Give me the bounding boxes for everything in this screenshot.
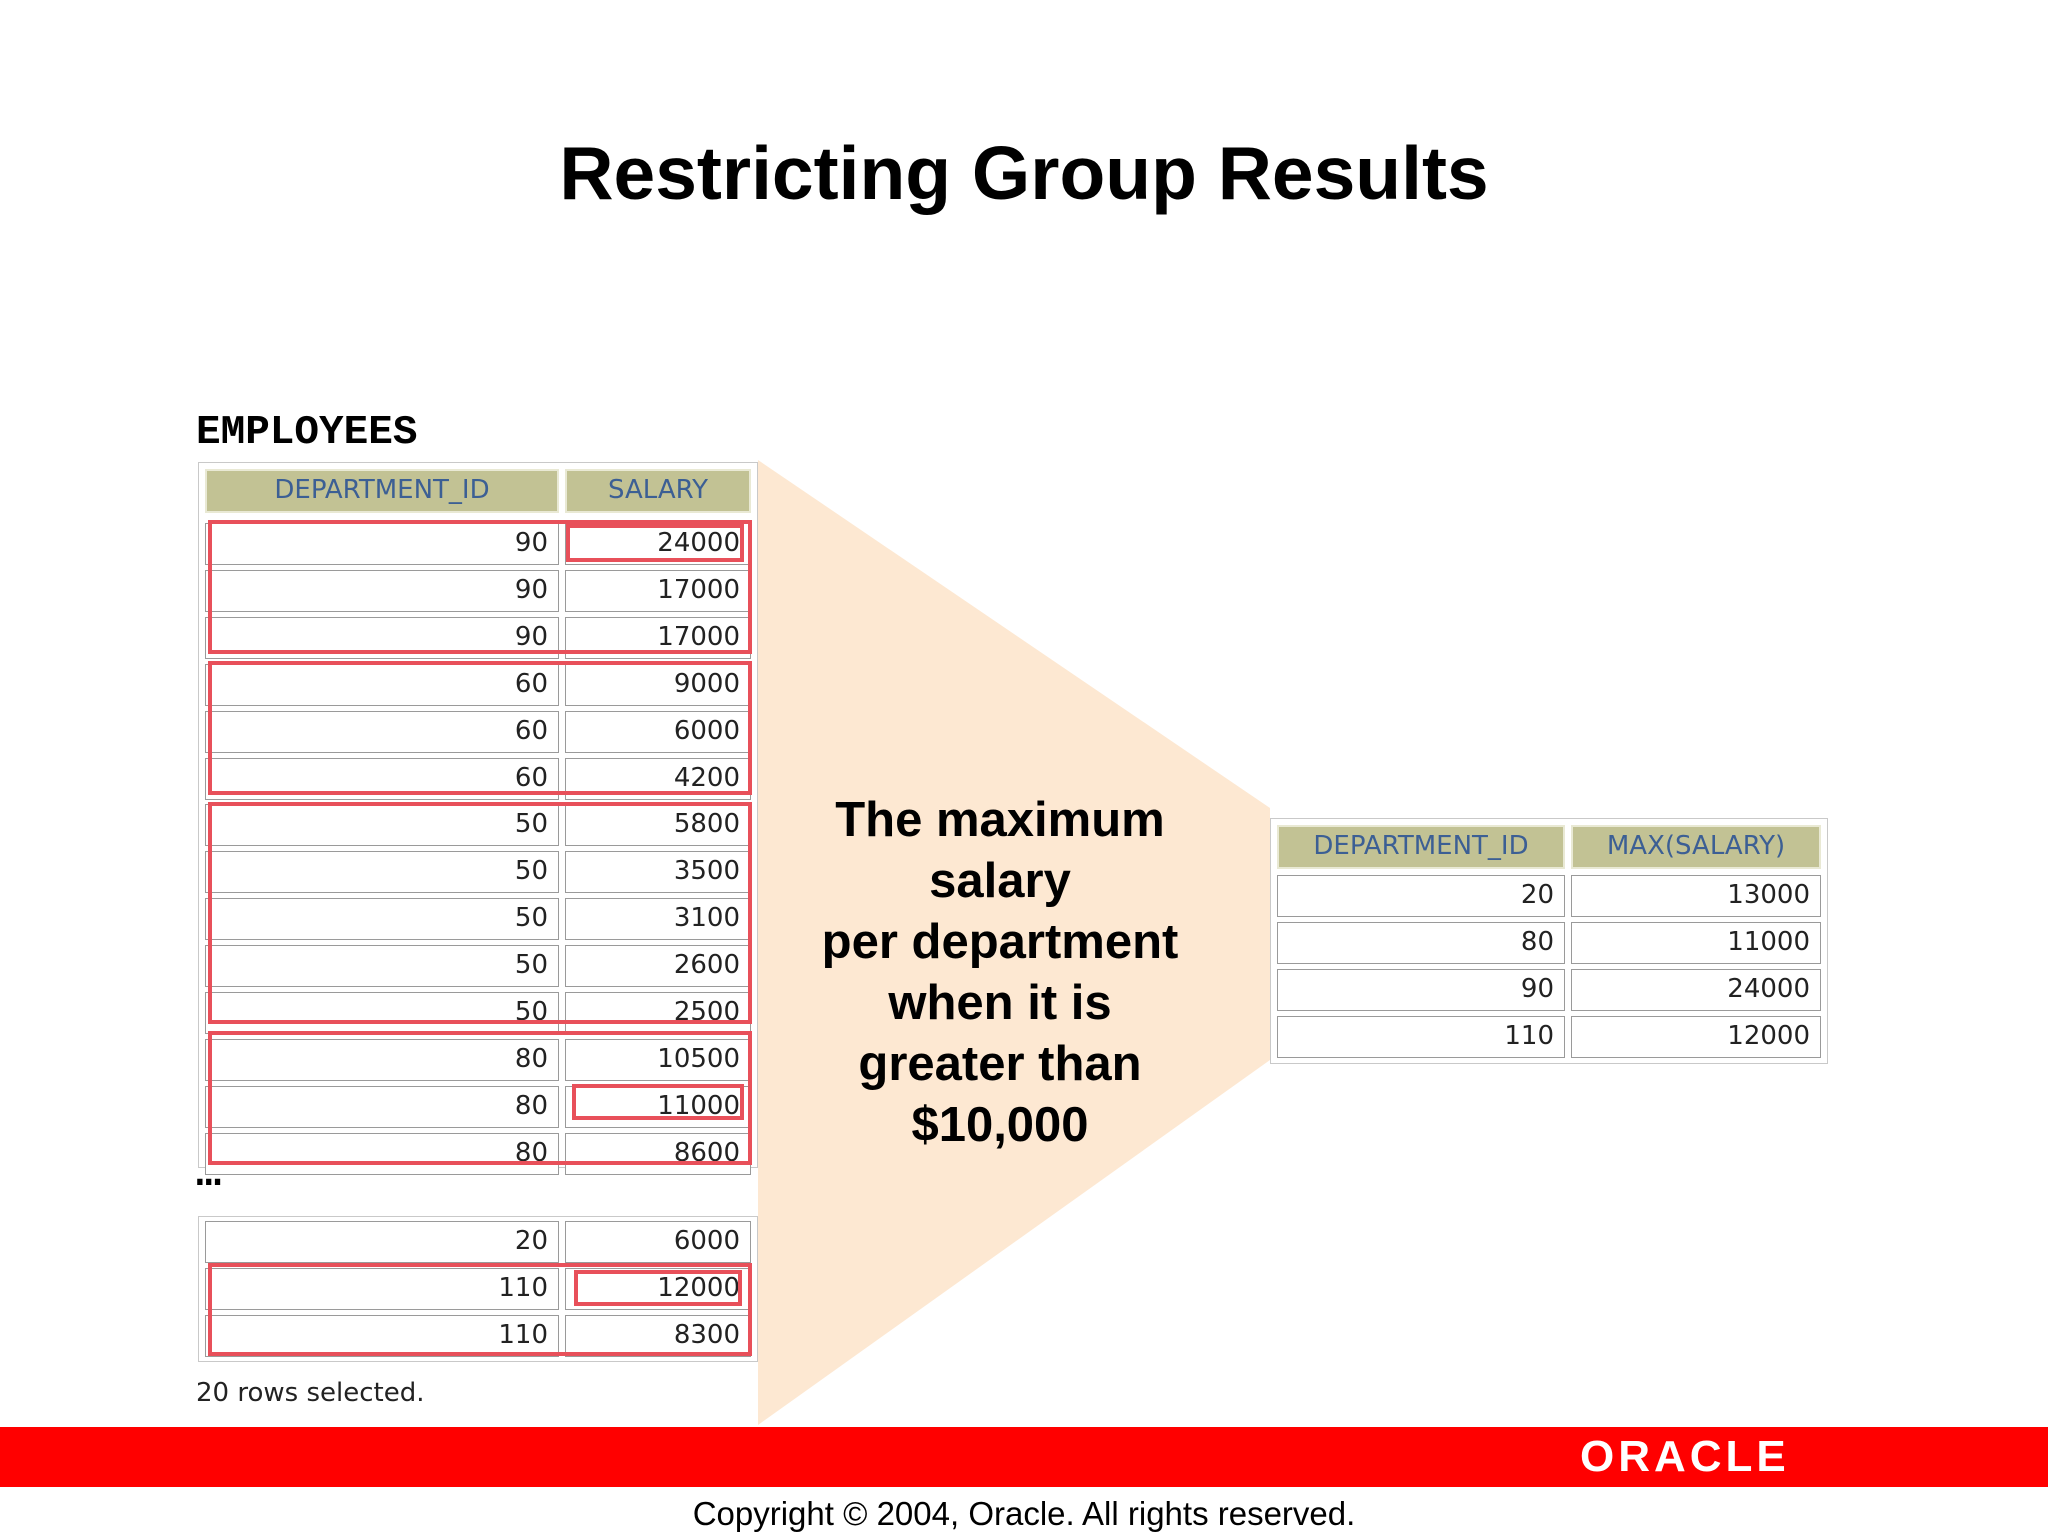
table-cell-department-id: 90 (205, 616, 559, 659)
table-cell-department-id: 50 (205, 945, 559, 988)
copyright-text: Copyright © 2004, Oracle. All rights res… (692, 1495, 1356, 1532)
employees-table-label: EMPLOYEES (196, 410, 418, 456)
employees-table-continued: 20 6000 110 12000 110 8300 (198, 1216, 758, 1362)
table-cell-salary: 5800 (565, 804, 751, 847)
table-cell-department-id: 90 (1277, 969, 1565, 1011)
table-cell-department-id: 90 (205, 569, 559, 612)
callout-text: The maximum salary per department when i… (770, 790, 1230, 1156)
table-cell-salary: 8600 (565, 1132, 751, 1175)
table-cell-department-id: 60 (205, 663, 559, 706)
rows-ellipsis: … (196, 1150, 228, 1198)
column-header-department-id: DEPARTMENT_ID (1277, 825, 1565, 869)
callout-line: greater than (858, 1037, 1142, 1091)
table-cell-department-id: 80 (205, 1085, 559, 1128)
table-cell-department-id: 20 (1277, 875, 1565, 917)
table-cell-department-id: 90 (205, 523, 559, 565)
table-cell-salary: 9000 (565, 663, 751, 706)
table-cell-department-id: 50 (205, 992, 559, 1034)
table-cell-department-id: 50 (205, 898, 559, 941)
callout-line: salary (929, 854, 1071, 908)
employees-table: DEPARTMENT_ID SALARY 90 24000 90 17000 90 170… (198, 462, 758, 1175)
table-cell-salary: 10500 (565, 1038, 751, 1081)
table-cell-salary: 13000 (1571, 875, 1821, 917)
slide-title: Restricting Group Results (559, 131, 1489, 215)
table-cell-department-id: 110 (205, 1314, 559, 1357)
oracle-logo: ORACLE (1580, 1432, 1790, 1481)
result-table: DEPARTMENT_ID MAX(SALARY) 20 13000 80 11000… (1270, 818, 1828, 1064)
column-header-department-id: DEPARTMENT_ID (205, 469, 559, 513)
table-cell-department-id: 20 (205, 1221, 559, 1263)
table-cell-department-id: 80 (205, 1132, 559, 1175)
callout-line: $10,000 (911, 1098, 1089, 1152)
table-cell-department-id: 80 (1277, 922, 1565, 964)
column-header-salary: SALARY (565, 469, 751, 513)
table-cell-salary: 17000 (565, 616, 751, 659)
table-cell-salary: 17000 (565, 569, 751, 612)
table-cell-salary: 24000 (565, 523, 751, 565)
table-cell-department-id: 80 (205, 1038, 559, 1081)
table-cell-department-id: 50 (205, 851, 559, 894)
footer-bar (0, 1427, 2048, 1487)
table-cell-salary: 3100 (565, 898, 751, 941)
table-cell-salary: 24000 (1571, 969, 1821, 1011)
table-cell-salary: 11000 (565, 1085, 751, 1128)
table-cell-salary: 3500 (565, 851, 751, 894)
table-cell-salary: 6000 (565, 1221, 751, 1263)
table-cell-salary: 2500 (565, 992, 751, 1034)
table-cell-salary: 6000 (565, 710, 751, 753)
rows-selected-text: 20 rows selected. (196, 1378, 425, 1408)
table-cell-salary: 8300 (565, 1314, 751, 1357)
table-cell-salary: 12000 (565, 1267, 751, 1310)
table-cell-department-id: 50 (205, 804, 559, 847)
callout-line: per department (821, 915, 1179, 969)
table-cell-department-id: 110 (1277, 1016, 1565, 1058)
table-cell-salary: 12000 (1571, 1016, 1821, 1058)
table-cell-salary: 2600 (565, 945, 751, 988)
callout-line: when it is (888, 976, 1112, 1030)
table-cell-salary: 4200 (565, 757, 751, 800)
table-cell-department-id: 60 (205, 757, 559, 800)
table-cell-department-id: 110 (205, 1267, 559, 1310)
table-cell-salary: 11000 (1571, 922, 1821, 964)
column-header-max-salary: MAX(SALARY) (1571, 825, 1821, 869)
callout-line: The maximum (835, 793, 1165, 847)
table-cell-department-id: 60 (205, 710, 559, 753)
